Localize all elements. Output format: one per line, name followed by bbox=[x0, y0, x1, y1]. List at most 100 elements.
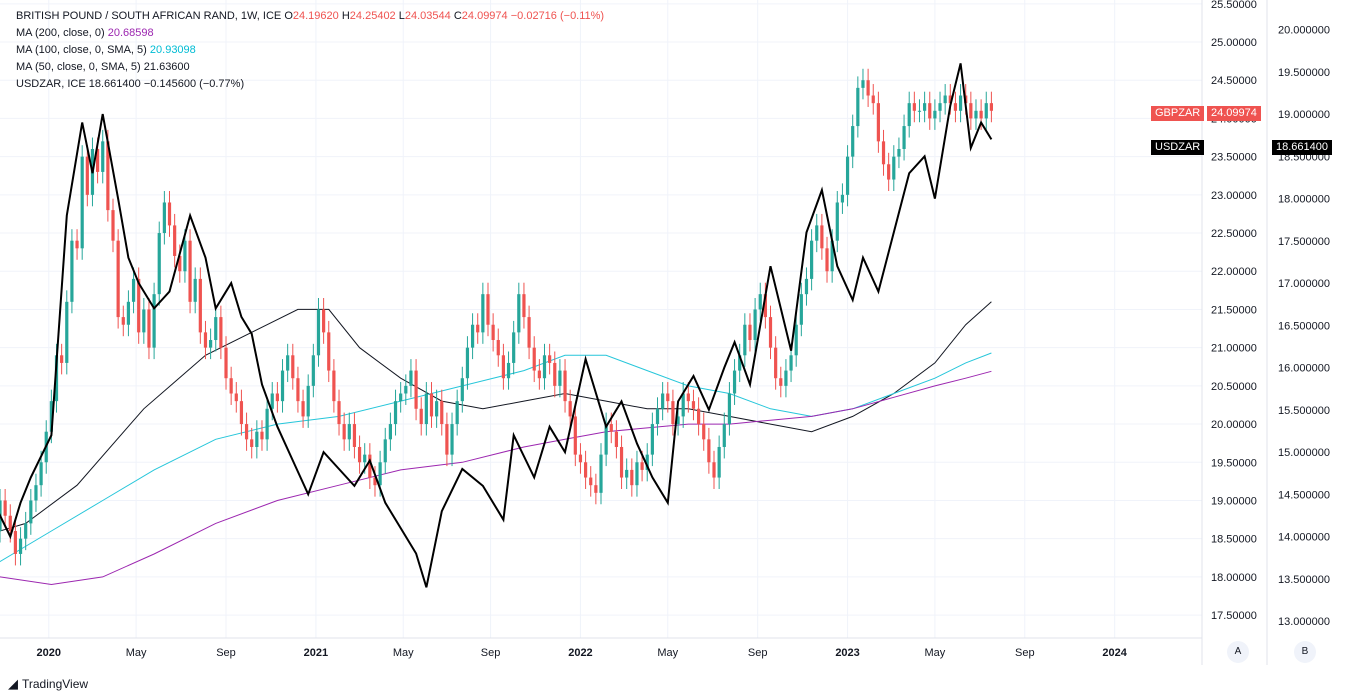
candle-body bbox=[131, 278, 136, 302]
secondary-tick-label: 17.000000 bbox=[1278, 278, 1330, 290]
candle-body bbox=[311, 355, 315, 386]
candle-body bbox=[275, 393, 279, 402]
open-label: O bbox=[284, 10, 293, 22]
candle-body bbox=[527, 317, 531, 348]
candle-body bbox=[203, 332, 208, 348]
candle-body bbox=[815, 225, 819, 241]
candle-body bbox=[496, 340, 500, 356]
candle-body bbox=[635, 462, 639, 486]
usdzar-label: USDZAR, ICE bbox=[16, 78, 86, 90]
legend-ma200[interactable]: MA (200, close, 0) 20.68598 bbox=[16, 25, 604, 42]
tradingview-logo[interactable]: ◢ TradingView bbox=[8, 676, 88, 692]
candle-body bbox=[65, 301, 69, 363]
candle-body bbox=[383, 439, 387, 463]
open-value: 24.19620 bbox=[292, 10, 339, 22]
candle-body bbox=[13, 531, 18, 554]
candle-body bbox=[866, 80, 870, 96]
low-label: L bbox=[398, 10, 405, 22]
candle-body bbox=[532, 347, 536, 371]
candle-body bbox=[820, 225, 824, 249]
candle-body bbox=[137, 278, 141, 333]
time-tick-label: Sep bbox=[748, 647, 768, 659]
candle-body bbox=[614, 431, 619, 447]
primary-tick-label: 23.00000 bbox=[1211, 190, 1257, 202]
secondary-price-axis[interactable]: 13.000000 13.500000 14.000000 14.500000 15.0… bbox=[1278, 25, 1330, 629]
candle-body bbox=[399, 393, 403, 402]
candle-body bbox=[306, 385, 310, 417]
candle-body bbox=[743, 324, 747, 356]
low-value: 24.03544 bbox=[404, 10, 451, 22]
auto-scale-button[interactable]: A bbox=[1227, 641, 1249, 663]
candle-body bbox=[347, 424, 351, 440]
legend-ma100[interactable]: MA (100, close, 0, SMA, 5) 20.93098 bbox=[16, 42, 604, 59]
usdzar-value: 18.661400 bbox=[88, 78, 141, 90]
candle-body bbox=[881, 141, 886, 165]
scale-b-button[interactable]: B bbox=[1294, 641, 1316, 663]
secondary-tick-label: 15.500000 bbox=[1278, 405, 1330, 417]
candle-body bbox=[8, 515, 12, 532]
secondary-tick-label: 14.500000 bbox=[1278, 489, 1330, 501]
candle-body bbox=[732, 370, 737, 394]
secondary-tick-label: 20.000000 bbox=[1278, 25, 1330, 37]
usdzar-line bbox=[0, 63, 993, 588]
candle-body bbox=[666, 393, 670, 402]
candle-body bbox=[54, 355, 59, 402]
primary-tick-label: 17.50000 bbox=[1211, 610, 1257, 622]
candle-body bbox=[491, 324, 495, 341]
secondary-tick-label: 18.000000 bbox=[1278, 194, 1330, 206]
candle-body bbox=[630, 469, 634, 486]
candle-body bbox=[209, 340, 213, 348]
candle-body bbox=[989, 103, 993, 111]
candle-body bbox=[280, 370, 285, 402]
secondary-tick-label: 15.000000 bbox=[1278, 447, 1330, 459]
candle-body bbox=[126, 301, 131, 325]
legend-ma50[interactable]: MA (50, close, 0, SMA, 5) 21.63600 bbox=[16, 59, 604, 76]
candle-body bbox=[923, 103, 927, 111]
candle-body bbox=[352, 424, 357, 447]
time-tick-label: 2022 bbox=[568, 647, 592, 659]
candle-body bbox=[542, 355, 547, 379]
candle-body bbox=[404, 385, 408, 394]
candle-body bbox=[671, 401, 675, 425]
legend-usdzar[interactable]: USDZAR, ICE 18.661400 −0.145600 (−0.77%) bbox=[16, 76, 604, 93]
secondary-tick-label: 19.500000 bbox=[1278, 67, 1330, 79]
candle-body bbox=[419, 408, 423, 425]
primary-price-axis[interactable]: 17.50000 18.00000 18.50000 19.00000 19.50000… bbox=[1211, 0, 1257, 622]
ma200-value: 20.68598 bbox=[107, 27, 154, 39]
candle-body bbox=[440, 401, 444, 425]
primary-tick-label: 18.00000 bbox=[1211, 572, 1257, 584]
time-axis[interactable]: 2020 May Sep 2021 May Sep 2022 May Sep 2023 May Sep… bbox=[37, 647, 1128, 659]
candle-body bbox=[116, 240, 120, 318]
candle-body bbox=[286, 355, 290, 371]
candle-body bbox=[173, 225, 177, 256]
time-tick-label: Sep bbox=[1015, 647, 1035, 659]
time-tick-label: May bbox=[924, 647, 945, 659]
candle-body bbox=[435, 401, 439, 417]
primary-tick-label: 20.50000 bbox=[1211, 381, 1257, 393]
candle-body bbox=[681, 393, 685, 417]
candle-body bbox=[193, 278, 197, 302]
primary-tick-label: 25.50000 bbox=[1211, 0, 1257, 11]
candle-body bbox=[974, 110, 978, 119]
candle-body bbox=[779, 378, 783, 386]
candle-body bbox=[589, 477, 593, 486]
candle-body bbox=[583, 462, 588, 478]
candle-body bbox=[938, 103, 942, 111]
primary-tick-label: 22.00000 bbox=[1211, 266, 1257, 278]
candle-body bbox=[799, 294, 803, 325]
candle-body bbox=[450, 424, 454, 455]
candle-body bbox=[676, 416, 680, 425]
candle-body bbox=[501, 355, 506, 379]
candle-body bbox=[517, 294, 521, 333]
secondary-tick-label: 14.000000 bbox=[1278, 532, 1330, 544]
candle-body bbox=[424, 393, 428, 425]
candle-body bbox=[111, 210, 115, 241]
time-tick-label: 2020 bbox=[37, 647, 61, 659]
ma200-line bbox=[0, 370, 992, 586]
candle-body bbox=[75, 240, 79, 249]
time-tick-label: May bbox=[393, 647, 414, 659]
candle-body bbox=[717, 446, 721, 478]
candle-body bbox=[563, 370, 567, 402]
symbol-title[interactable]: BRITISH POUND / SOUTH AFRICAN RAND, 1W, … bbox=[16, 10, 282, 22]
